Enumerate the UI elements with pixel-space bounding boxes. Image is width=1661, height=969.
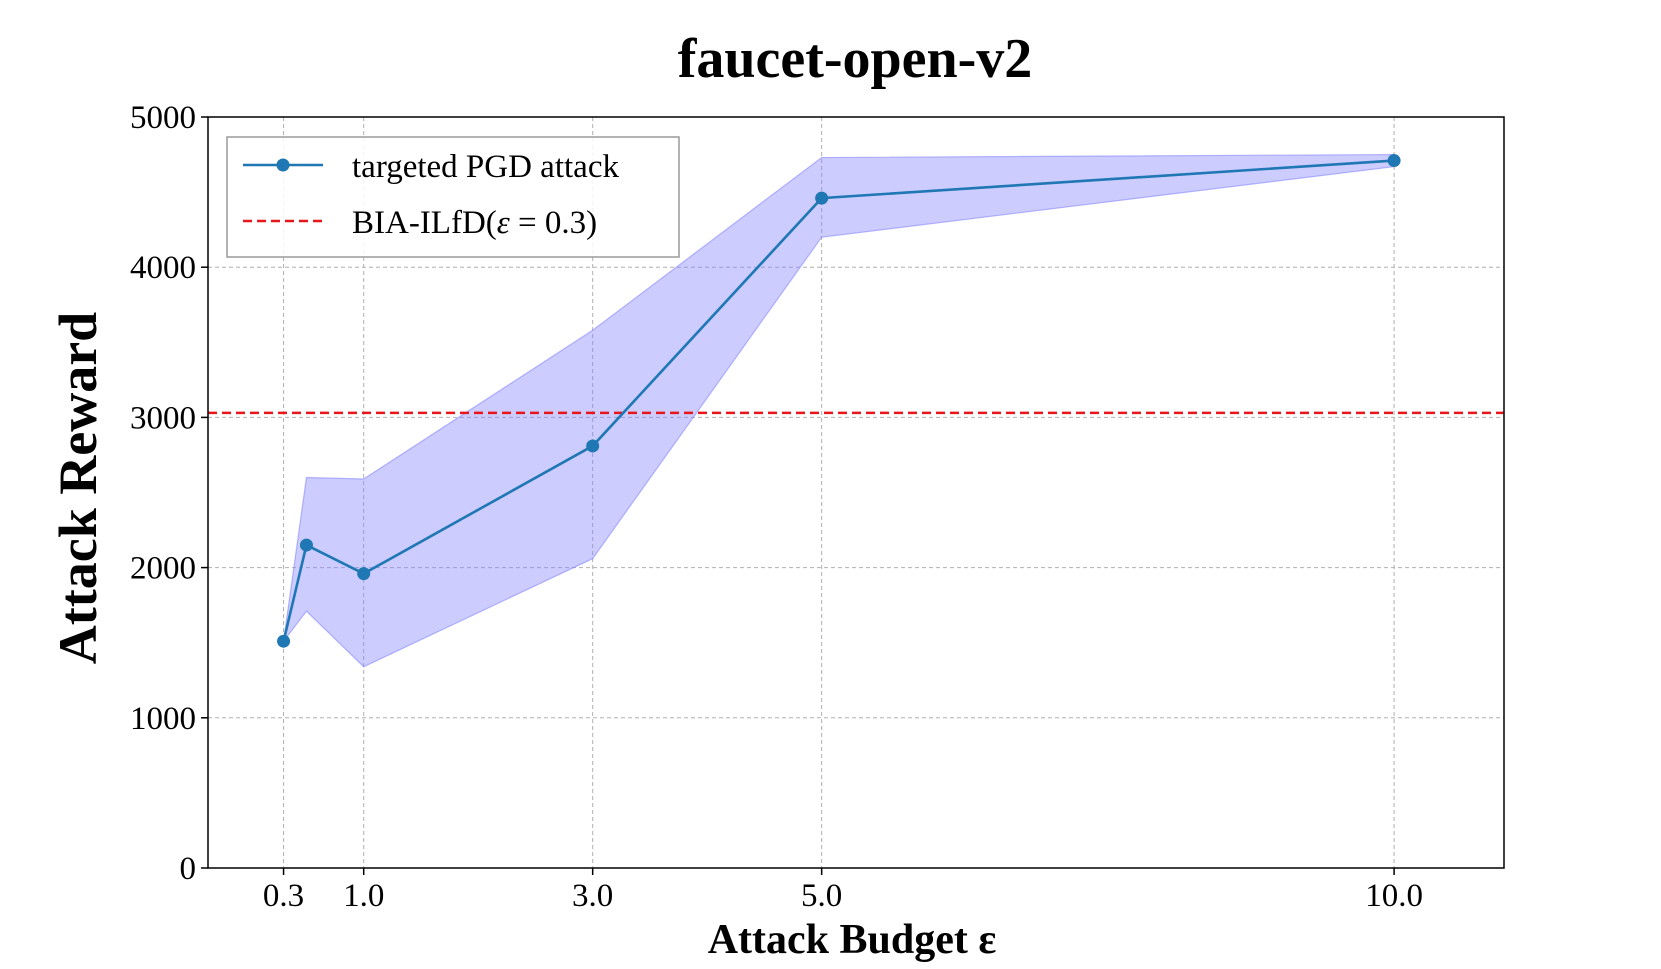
legend-reference-label: BIA-ILfD(ε = 0.3)	[352, 205, 597, 241]
legend-reference-value: 0.3	[545, 205, 586, 241]
data-point	[357, 567, 371, 581]
plot-frame	[207, 116, 1505, 869]
y-tick-label: 0	[180, 851, 197, 887]
legend-series-label: targeted PGD attack	[352, 149, 619, 185]
legend-reference-suffix: )	[586, 205, 597, 241]
data-point	[1387, 154, 1401, 168]
x-ticks: 0.3 1.0 3.0 5.0 10.0	[263, 868, 1423, 914]
y-ticks: 0 1000 2000 3000 4000 5000	[130, 100, 208, 887]
data-point	[277, 634, 291, 648]
legend-reference-prefix: BIA-ILfD(	[352, 205, 497, 241]
x-tick-label: 0.3	[263, 878, 304, 914]
x-axis-label: Attack Budget ε	[708, 917, 997, 963]
x-tick-label: 1.0	[343, 878, 384, 914]
legend-reference-epsilon: ε	[497, 205, 510, 241]
legend: targeted PGD attack BIA-ILfD(ε = 0.3)	[226, 136, 680, 258]
y-tick-label: 3000	[130, 400, 196, 436]
data-point	[299, 538, 313, 552]
series-line	[282, 159, 1395, 642]
y-axis-label: Attack Reward	[48, 312, 108, 664]
legend-reference-equals: =	[510, 205, 545, 241]
data-point	[586, 439, 600, 453]
legend-series-marker	[276, 158, 290, 172]
x-tick-label: 5.0	[801, 878, 842, 914]
series-group	[277, 154, 1401, 648]
y-tick-label: 1000	[130, 701, 196, 737]
chart-title: faucet-open-v2	[678, 28, 1033, 90]
data-point	[815, 191, 829, 205]
y-tick-label: 4000	[130, 250, 196, 286]
y-tick-label: 5000	[130, 100, 196, 136]
y-tick-label: 2000	[130, 551, 196, 587]
legend-frame	[226, 136, 680, 258]
x-tick-label: 10.0	[1365, 878, 1423, 914]
x-tick-label: 3.0	[572, 878, 613, 914]
